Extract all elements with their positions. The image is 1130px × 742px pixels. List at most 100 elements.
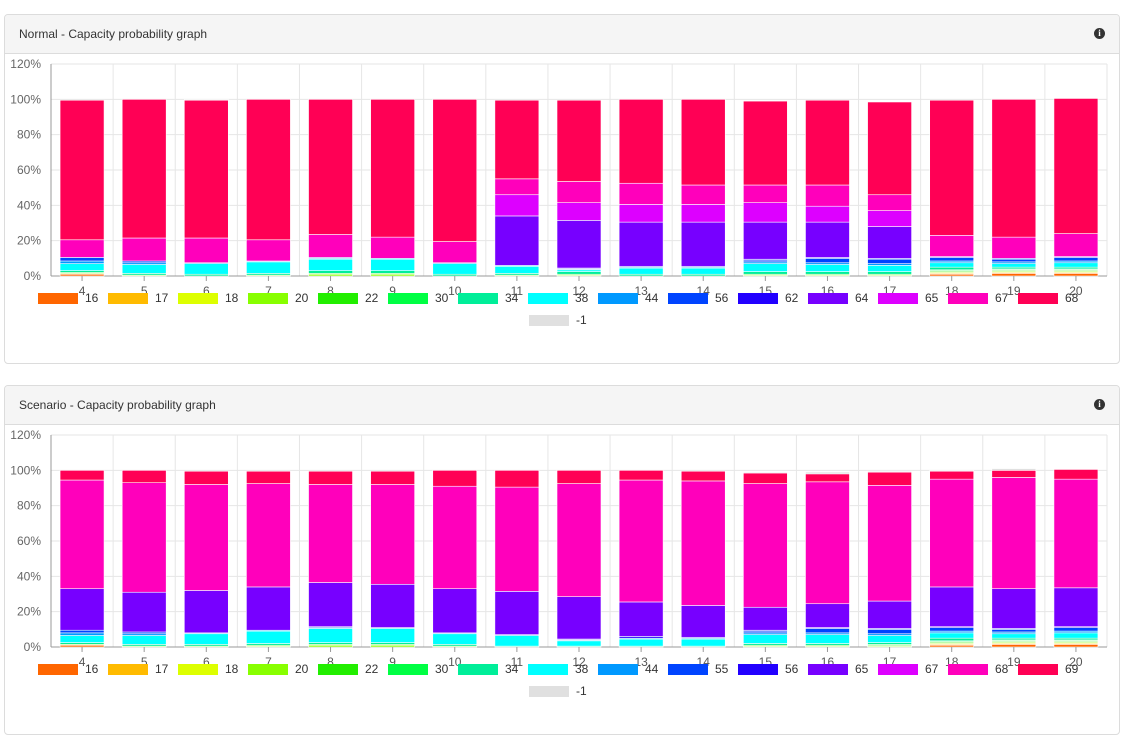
bar-segment — [1053, 98, 1099, 234]
info-icon[interactable]: i — [1094, 399, 1105, 410]
legend-label: 38 — [575, 662, 589, 676]
bar-segment — [743, 634, 788, 644]
x-tick-label: 4 — [79, 655, 86, 669]
bar-segment — [929, 478, 975, 588]
x-tick-label: 5 — [141, 655, 148, 669]
bar-segment — [743, 472, 788, 484]
x-tick-label: 11 — [511, 655, 524, 669]
bar-segment — [991, 236, 1037, 259]
bar-segment — [805, 264, 850, 272]
bar-segment — [556, 640, 602, 647]
legend-swatch — [318, 293, 358, 304]
bar-segment — [308, 270, 353, 274]
bar-segment — [494, 591, 540, 635]
y-tick-label: 40% — [17, 569, 41, 583]
legend-label: -1 — [576, 684, 587, 698]
legend-label: 44 — [645, 291, 659, 305]
bar-segment — [680, 221, 726, 267]
bar-segment — [308, 470, 353, 485]
bar-segment — [805, 184, 850, 207]
panel-header: Scenario - Capacity probability graph i — [5, 386, 1119, 425]
bar-segment — [867, 600, 912, 629]
legend-swatch — [808, 664, 848, 675]
legend-swatch — [528, 293, 568, 304]
bar-segment — [867, 258, 912, 264]
bar-segment — [867, 101, 912, 196]
bar-segment — [308, 258, 353, 271]
bar-segment — [805, 205, 850, 223]
y-tick-label: 60% — [17, 534, 41, 548]
bar-segment — [1053, 233, 1099, 257]
legend-label: 44 — [645, 662, 659, 676]
x-tick-label: 12 — [572, 284, 586, 298]
bar-segment — [432, 263, 478, 275]
bar-segment — [370, 484, 415, 585]
legend-label: 68 — [1065, 291, 1079, 305]
legend-swatch — [598, 293, 638, 304]
bar-segment — [867, 194, 912, 211]
bar-segment — [991, 588, 1037, 629]
legend-swatch — [668, 664, 708, 675]
bar-segment — [805, 628, 850, 634]
legend-label: 69 — [1065, 662, 1079, 676]
legend-label: 56 — [715, 291, 729, 305]
y-tick-label: 60% — [17, 163, 41, 177]
bar-segment — [805, 99, 850, 186]
legend-swatch — [529, 686, 569, 697]
bar-segment — [370, 99, 415, 238]
legend-label: 16 — [85, 291, 99, 305]
bar-segment — [743, 184, 788, 203]
bar-segment — [556, 181, 602, 203]
y-tick-label: 100% — [10, 463, 41, 477]
bar-segment — [1053, 627, 1099, 632]
y-tick-label: 80% — [17, 499, 41, 513]
panel-header: Normal - Capacity probability graph i — [5, 15, 1119, 54]
bar-segment — [1053, 469, 1099, 480]
x-tick-label: 19 — [1007, 284, 1021, 298]
bar-segment — [680, 267, 726, 275]
legend-label: 22 — [365, 662, 379, 676]
legend-swatch — [178, 664, 218, 675]
legend-label: 17 — [155, 662, 169, 676]
legend-swatch — [598, 664, 638, 675]
bar-segment — [59, 470, 105, 481]
bar-segment — [805, 481, 850, 605]
y-tick-label: 100% — [10, 92, 41, 106]
bar-segment — [743, 221, 788, 260]
bar-segment — [867, 271, 912, 275]
bar-segment — [1053, 273, 1099, 277]
bar-segment — [370, 628, 415, 643]
bar-segment — [867, 485, 912, 602]
bar-segment — [991, 468, 1037, 471]
bar-segment — [121, 237, 167, 262]
legend-swatch — [38, 664, 78, 675]
bar-segment — [556, 202, 602, 221]
bar-segment — [246, 586, 291, 631]
bar-segment — [494, 486, 540, 592]
scenario-capacity-chart: 0%20%40%60%80%100%120%4 5 6 7 8 9 10 11 12 13 14 15… — [10, 428, 1108, 698]
bar-segment — [556, 99, 602, 182]
y-tick-label: 40% — [17, 198, 41, 212]
bar-segment — [183, 484, 229, 591]
bar-segment — [991, 629, 1037, 633]
bar-segment — [680, 605, 726, 638]
bar-segment — [867, 226, 912, 259]
bar-segment — [680, 204, 726, 223]
legend-label: 38 — [575, 291, 589, 305]
bar-segment — [183, 263, 229, 275]
legend-label: 68 — [995, 662, 1009, 676]
bar-segment — [743, 271, 788, 275]
x-tick-label: 11 — [511, 284, 524, 298]
legend-label: 18 — [225, 291, 239, 305]
bar-segment — [432, 241, 478, 264]
bar-segment — [991, 258, 1037, 263]
bar-segment — [929, 586, 975, 627]
bar-segment — [1053, 632, 1099, 639]
bar-segment — [618, 601, 664, 637]
bar-segment — [246, 239, 291, 262]
bar-segment — [246, 99, 291, 241]
info-icon[interactable]: i — [1094, 28, 1105, 39]
legend-label: 65 — [855, 662, 869, 676]
bar-segment — [805, 603, 850, 628]
bar-segment — [805, 471, 850, 475]
